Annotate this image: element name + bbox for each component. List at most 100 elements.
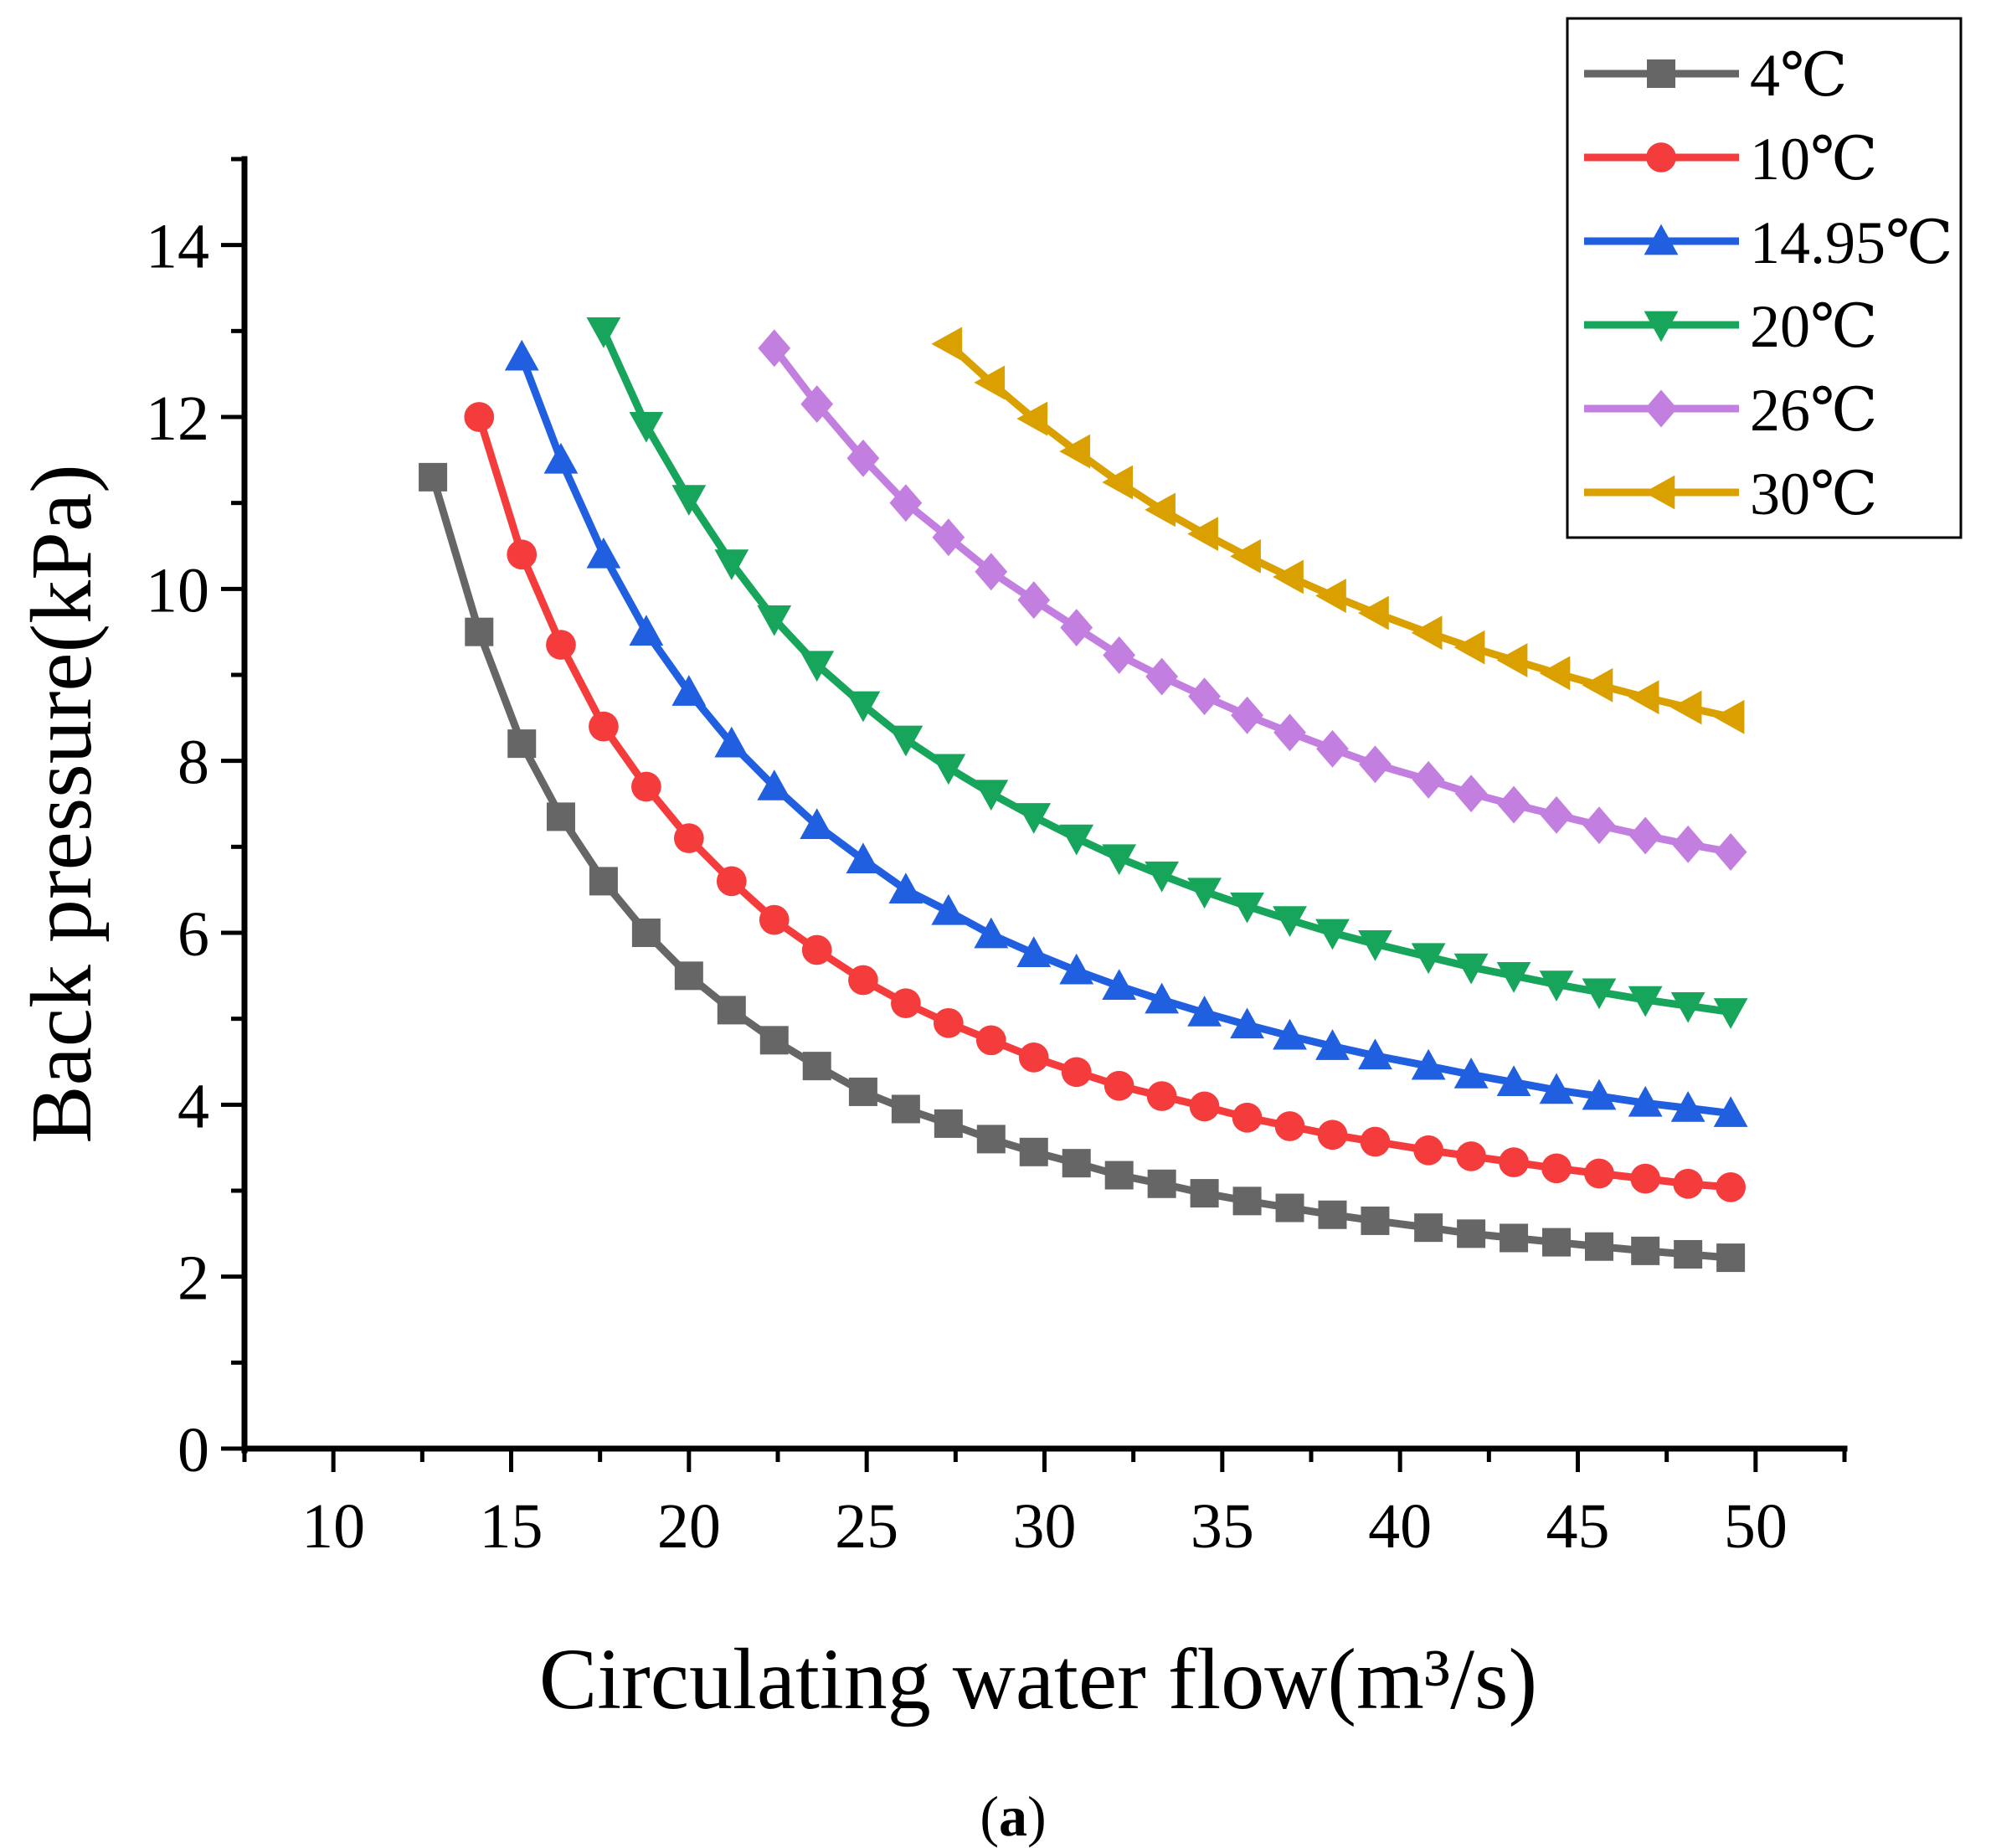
series-line xyxy=(476,415,1731,1192)
data-point xyxy=(757,605,792,636)
data-point xyxy=(848,965,878,996)
data-point xyxy=(1628,1085,1663,1117)
data-point xyxy=(889,484,923,522)
data-point xyxy=(1273,1018,1307,1050)
data-point xyxy=(1275,1193,1304,1223)
data-point xyxy=(671,485,707,516)
legend-entry: 20℃ xyxy=(1584,293,1878,360)
data-point xyxy=(1102,844,1137,876)
data-point xyxy=(891,1094,920,1124)
data-point xyxy=(759,904,790,935)
data-point xyxy=(1412,760,1445,799)
data-point xyxy=(1541,1153,1572,1184)
data-point xyxy=(1061,1057,1092,1088)
data-point xyxy=(1016,401,1048,436)
x-tick-label: 30 xyxy=(1013,1491,1077,1562)
data-point xyxy=(1414,1213,1443,1243)
x-tick-label: 20 xyxy=(657,1491,721,1562)
legend-marker xyxy=(1644,311,1679,342)
legend-entry: 26℃ xyxy=(1584,377,1878,444)
data-point xyxy=(1713,1096,1748,1127)
series-1 xyxy=(419,462,1746,1273)
data-point xyxy=(1413,1135,1443,1166)
data-point xyxy=(1539,1073,1574,1104)
data-point xyxy=(1146,1081,1177,1111)
data-point xyxy=(674,961,703,991)
data-point xyxy=(1059,953,1094,985)
data-point xyxy=(419,462,448,492)
data-point xyxy=(546,630,576,660)
legend-label: 10℃ xyxy=(1750,126,1878,193)
data-point xyxy=(1628,986,1663,1017)
data-point xyxy=(1017,581,1051,620)
data-point xyxy=(802,1052,831,1081)
data-point xyxy=(1628,816,1662,855)
legend-entry: 4℃ xyxy=(1584,42,1848,109)
data-point xyxy=(1539,970,1574,1001)
data-point xyxy=(1496,962,1531,993)
data-point xyxy=(1145,657,1179,696)
x-tick-label: 15 xyxy=(480,1491,543,1562)
data-point xyxy=(671,675,707,706)
legend-marker xyxy=(1644,475,1675,510)
data-point xyxy=(759,1026,789,1055)
data-point xyxy=(1190,1179,1219,1208)
data-point xyxy=(800,385,834,424)
series-4 xyxy=(586,317,1748,1029)
data-point xyxy=(846,842,881,874)
data-point xyxy=(589,711,619,742)
data-point xyxy=(1360,1126,1391,1157)
data-point xyxy=(1453,630,1485,665)
y-tick-label: 4 xyxy=(177,1071,209,1141)
y-tick-label: 2 xyxy=(177,1243,209,1314)
data-point xyxy=(1145,861,1180,893)
data-point xyxy=(1274,1111,1305,1141)
data-point xyxy=(1539,656,1571,691)
data-point xyxy=(1631,1236,1660,1265)
data-point xyxy=(1187,996,1222,1027)
series-layer xyxy=(419,317,1748,1273)
data-point xyxy=(1059,434,1091,469)
data-point xyxy=(1273,906,1307,937)
data-point xyxy=(1582,667,1613,703)
legend-label: 26℃ xyxy=(1750,377,1878,444)
data-point xyxy=(1102,465,1133,500)
data-point xyxy=(714,549,749,580)
data-point xyxy=(1315,579,1346,613)
data-point xyxy=(1273,713,1306,752)
data-point xyxy=(1716,1172,1746,1202)
data-point xyxy=(1411,943,1446,975)
data-point xyxy=(1016,936,1052,967)
data-point xyxy=(716,866,747,897)
x-tick-label: 45 xyxy=(1546,1491,1610,1562)
data-point xyxy=(1230,1007,1264,1039)
x-tick-label: 25 xyxy=(835,1491,898,1562)
legend-marker xyxy=(1644,389,1678,428)
data-point xyxy=(1103,636,1136,674)
data-point xyxy=(1315,1029,1350,1060)
data-point xyxy=(1673,1168,1703,1199)
legend-label: 4℃ xyxy=(1750,42,1848,109)
data-point xyxy=(1359,745,1392,784)
y-tick-label: 8 xyxy=(177,728,209,798)
data-point xyxy=(933,1007,964,1038)
data-point xyxy=(1671,825,1705,863)
legend-box xyxy=(1566,17,1963,539)
data-point xyxy=(1062,1149,1091,1178)
data-point xyxy=(931,327,963,362)
series-6 xyxy=(931,327,1745,734)
data-point xyxy=(1453,1058,1489,1089)
data-point xyxy=(757,770,792,800)
x-tick-label: 10 xyxy=(301,1491,365,1562)
legend-marker xyxy=(1644,224,1679,255)
series-2 xyxy=(464,402,1746,1202)
y-tick-label: 10 xyxy=(146,555,209,625)
data-point xyxy=(1232,1102,1263,1133)
data-point xyxy=(1716,1243,1746,1273)
data-point xyxy=(1230,892,1264,924)
data-point xyxy=(1496,643,1528,677)
data-point xyxy=(1584,1158,1614,1189)
data-point xyxy=(1018,1042,1049,1073)
data-point xyxy=(717,996,746,1025)
data-point xyxy=(931,754,966,785)
